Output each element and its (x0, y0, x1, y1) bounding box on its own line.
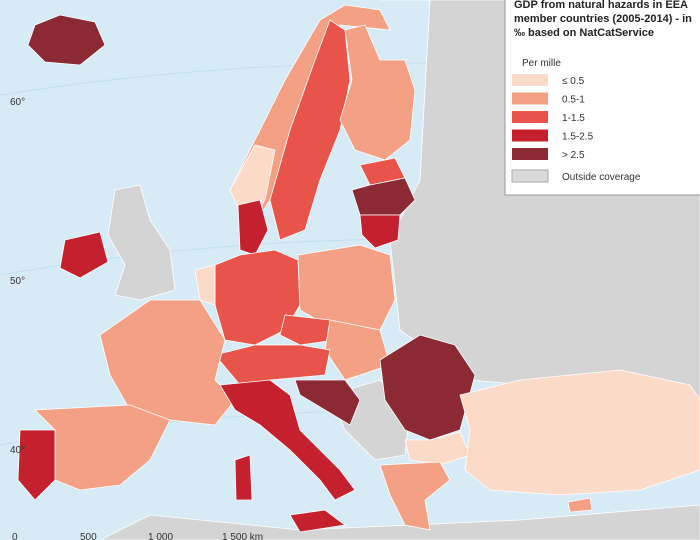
graticule-label: 40° (10, 445, 25, 456)
italy (219, 379, 356, 501)
benelux (194, 264, 216, 306)
legend-label: 1.5-2.5 (562, 132, 594, 143)
graticule-label: 60° (10, 97, 25, 108)
legend-label: Outside coverage (562, 172, 641, 183)
iceland (27, 14, 106, 66)
scale-label: 0 (12, 532, 18, 540)
poland (297, 244, 396, 331)
sicily (289, 509, 346, 533)
legend-label: > 2.5 (562, 150, 585, 161)
sweden (269, 19, 351, 241)
legend-swatch (512, 111, 548, 123)
portugal (17, 429, 56, 501)
legend-label: 0.5-1 (562, 95, 585, 106)
scale-label: 1 000 (148, 532, 173, 540)
ireland (59, 231, 109, 279)
legend-swatch (512, 148, 548, 160)
legend-swatch (512, 74, 548, 86)
map-title: GDP from natural hazards in EEA member c… (514, 0, 692, 39)
sardinia (234, 454, 253, 501)
scale-label: 1 500 km (222, 532, 263, 540)
legend-swatch (512, 92, 548, 105)
greece (379, 461, 451, 531)
romania (379, 334, 476, 441)
finland (339, 24, 416, 161)
legend-swatch (511, 169, 549, 183)
slovenia-croatia (294, 379, 361, 426)
graticule-label: 50° (10, 276, 25, 287)
legend-title: Per mille (522, 58, 561, 69)
scale-bar: 0 500 1 000 1 500 km (12, 532, 263, 540)
denmark (237, 199, 269, 256)
cyprus (567, 497, 593, 513)
legend-swatch (512, 129, 548, 142)
non-member-land (99, 504, 700, 540)
austria-switzerland (214, 344, 331, 386)
legend-label: 1-1.5 (562, 113, 585, 124)
czechia (279, 314, 336, 346)
uk (107, 184, 176, 301)
turkey (459, 369, 700, 496)
legend: ≤ 0.5 0.5-1 1-1.5 1.5-2.5 > 2.5 Outside cover… (511, 74, 641, 183)
land (17, 0, 700, 540)
lithuania (359, 214, 401, 249)
latvia (351, 177, 416, 216)
legend-label: ≤ 0.5 (562, 76, 585, 87)
scale-label: 500 (80, 532, 97, 540)
slovakia-hungary (324, 319, 391, 381)
